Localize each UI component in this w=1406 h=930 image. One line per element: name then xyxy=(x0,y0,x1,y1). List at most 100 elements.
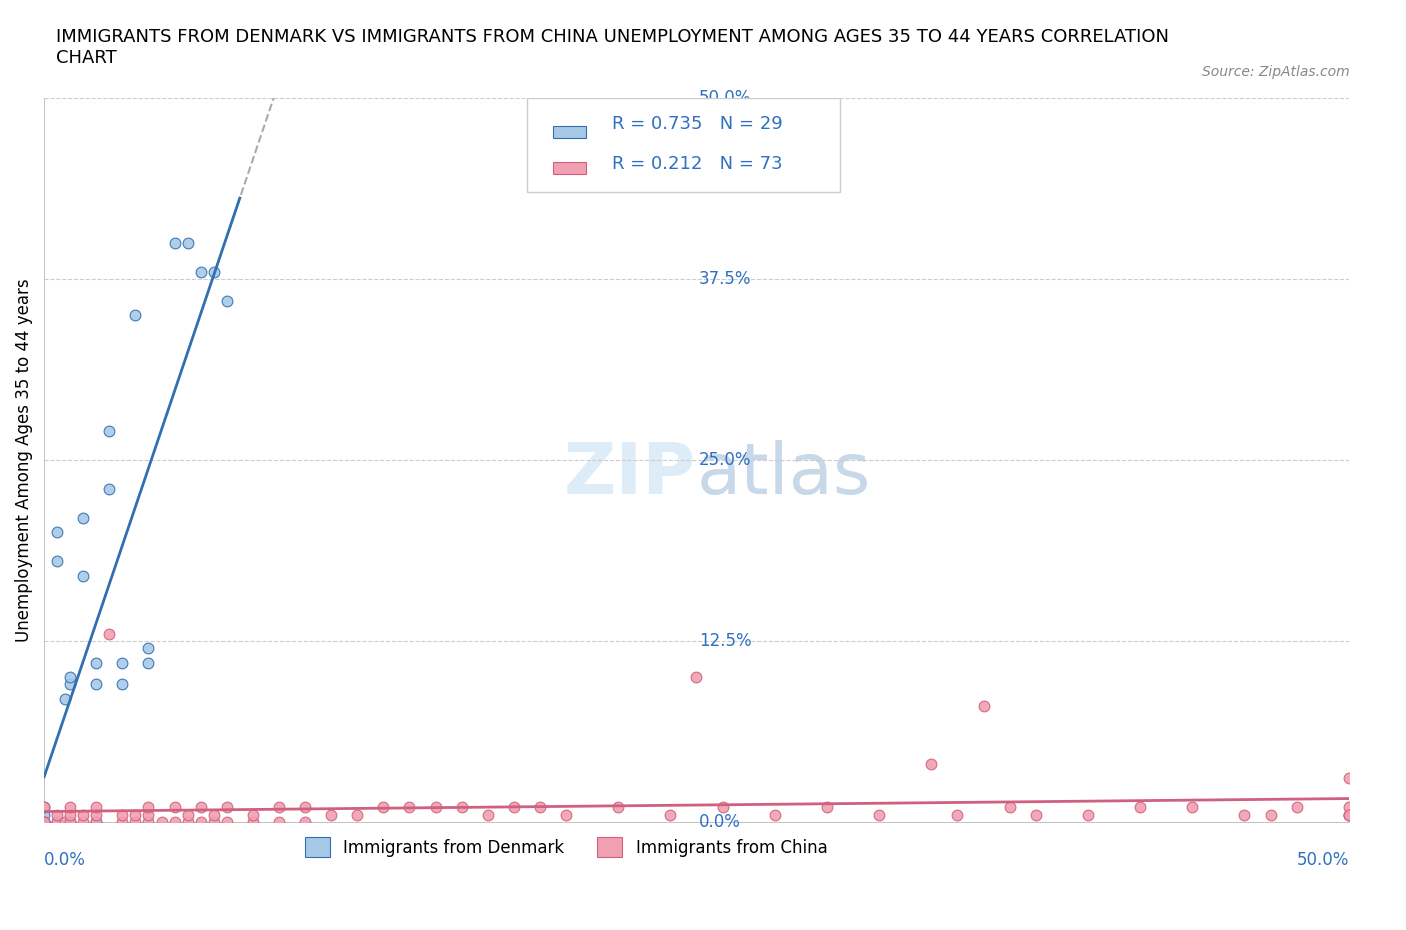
Point xyxy=(138,807,160,822)
Text: ZIP: ZIP xyxy=(564,440,696,509)
Point xyxy=(84,656,107,671)
Point xyxy=(111,677,134,692)
Point xyxy=(72,568,94,583)
Point xyxy=(1337,771,1360,786)
Point xyxy=(59,677,82,692)
Point xyxy=(32,800,55,815)
Point xyxy=(32,815,55,830)
Point xyxy=(607,800,630,815)
Point xyxy=(59,807,82,822)
Point xyxy=(711,800,734,815)
Point xyxy=(502,800,524,815)
Text: 0.0%: 0.0% xyxy=(699,813,741,830)
Text: 37.5%: 37.5% xyxy=(699,271,752,288)
Point xyxy=(124,308,146,323)
Text: IMMIGRANTS FROM DENMARK VS IMMIGRANTS FROM CHINA UNEMPLOYMENT AMONG AGES 35 TO 4: IMMIGRANTS FROM DENMARK VS IMMIGRANTS FR… xyxy=(56,28,1170,67)
Point xyxy=(267,815,290,830)
Point xyxy=(32,800,55,815)
FancyBboxPatch shape xyxy=(527,99,839,193)
Point xyxy=(477,807,499,822)
Point xyxy=(202,815,225,830)
Point xyxy=(202,807,225,822)
Point xyxy=(373,800,395,815)
Point xyxy=(163,235,186,250)
Text: 25.0%: 25.0% xyxy=(699,451,752,469)
Point xyxy=(98,482,121,497)
FancyBboxPatch shape xyxy=(553,162,585,174)
Point xyxy=(1025,807,1047,822)
Point xyxy=(46,815,69,830)
Point xyxy=(973,698,995,713)
Point xyxy=(111,815,134,830)
Point xyxy=(425,800,447,815)
Point xyxy=(1337,800,1360,815)
Point xyxy=(163,800,186,815)
Point xyxy=(242,815,264,830)
Point xyxy=(53,691,76,706)
Point xyxy=(321,807,343,822)
Point xyxy=(1260,807,1282,822)
Point xyxy=(32,815,55,830)
Point xyxy=(202,265,225,280)
Point xyxy=(267,800,290,815)
Point xyxy=(190,265,212,280)
Point xyxy=(1181,800,1204,815)
Point xyxy=(1129,800,1152,815)
Point xyxy=(72,807,94,822)
Text: 12.5%: 12.5% xyxy=(699,632,752,650)
Point xyxy=(53,815,76,830)
Point xyxy=(215,294,238,309)
Point xyxy=(215,815,238,830)
Point xyxy=(98,626,121,641)
Point xyxy=(72,511,94,525)
Point xyxy=(111,807,134,822)
Legend: Immigrants from Denmark, Immigrants from China: Immigrants from Denmark, Immigrants from… xyxy=(298,830,834,864)
Point xyxy=(294,815,316,830)
Y-axis label: Unemployment Among Ages 35 to 44 years: Unemployment Among Ages 35 to 44 years xyxy=(15,278,32,642)
Point xyxy=(32,815,55,830)
Point xyxy=(176,815,198,830)
Point xyxy=(46,815,69,830)
Point xyxy=(1337,807,1360,822)
Point xyxy=(176,807,198,822)
Point xyxy=(111,656,134,671)
Point xyxy=(84,807,107,822)
Point xyxy=(176,235,198,250)
Point xyxy=(84,800,107,815)
Text: 0.0%: 0.0% xyxy=(44,851,86,869)
Point xyxy=(46,807,69,822)
Point xyxy=(138,815,160,830)
Text: R = 0.735   N = 29: R = 0.735 N = 29 xyxy=(612,114,782,133)
Text: Source: ZipAtlas.com: Source: ZipAtlas.com xyxy=(1202,65,1350,79)
Point xyxy=(450,800,472,815)
Point xyxy=(98,424,121,439)
Point xyxy=(294,800,316,815)
Point xyxy=(998,800,1021,815)
Point xyxy=(529,800,551,815)
Point xyxy=(84,815,107,830)
Point xyxy=(1233,807,1256,822)
Point xyxy=(685,670,707,684)
Point xyxy=(659,807,682,822)
Point xyxy=(1285,800,1308,815)
Point xyxy=(190,800,212,815)
Point xyxy=(555,807,578,822)
Point xyxy=(59,670,82,684)
Point xyxy=(32,815,55,830)
Point xyxy=(815,800,838,815)
Point xyxy=(868,807,890,822)
Point xyxy=(124,807,146,822)
Point xyxy=(59,815,82,830)
Point xyxy=(32,815,55,830)
Point xyxy=(946,807,969,822)
Point xyxy=(1337,807,1360,822)
Point xyxy=(32,807,55,822)
Point xyxy=(46,525,69,540)
Point xyxy=(59,815,82,830)
Point xyxy=(32,815,55,830)
Point xyxy=(46,554,69,569)
Text: atlas: atlas xyxy=(696,440,870,509)
Point xyxy=(138,800,160,815)
Point xyxy=(138,641,160,656)
Point xyxy=(190,815,212,830)
